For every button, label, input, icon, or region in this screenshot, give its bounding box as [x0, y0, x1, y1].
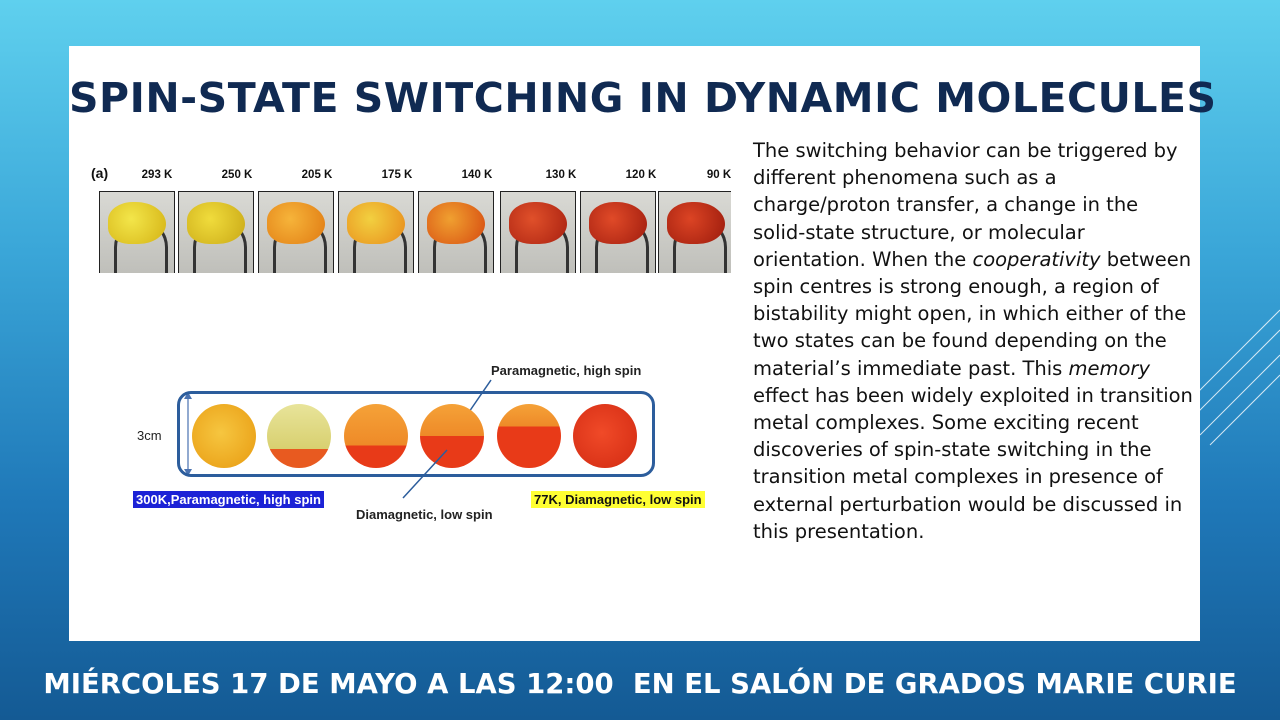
decorative-lines — [1190, 309, 1280, 446]
temp-label: 140 K — [461, 169, 493, 181]
crystal-photo — [418, 191, 494, 273]
crystal-photo — [658, 191, 731, 273]
body-text-part: effect has been widely exploited in tran… — [753, 383, 1193, 543]
crystal-photo — [338, 191, 414, 273]
temp-label: 293 K — [141, 169, 173, 181]
sample-disk — [192, 404, 256, 468]
sample-disk — [573, 404, 637, 468]
crystal-photo — [99, 191, 175, 273]
sample-disk — [497, 404, 561, 468]
body-text-part: between spin centres is strong enough, a… — [753, 247, 1192, 380]
crystal-photo — [580, 191, 656, 273]
sample-disk — [267, 404, 331, 468]
temp-label: 120 K — [625, 169, 657, 181]
temp-label: 205 K — [301, 169, 333, 181]
low-spin-label: Diamagnetic, low spin — [356, 507, 493, 522]
panel-label: (a) — [91, 165, 109, 181]
body-paragraph: The switching behavior can be triggered … — [753, 137, 1193, 545]
temp-label: 175 K — [381, 169, 413, 181]
dimension-label: 3cm — [137, 428, 162, 443]
legend-high-spin: 300K,Paramagnetic, high spin — [133, 491, 324, 508]
sample-disk — [420, 404, 484, 468]
body-emphasis: memory — [1068, 356, 1150, 380]
crystal-photo — [500, 191, 576, 273]
temp-label: 250 K — [221, 169, 253, 181]
high-spin-arrow — [468, 379, 492, 413]
low-spin-arrow — [402, 449, 448, 499]
sample-panel — [177, 391, 655, 477]
crystal-photo — [178, 191, 254, 273]
event-footer: MIÉRCOLES 17 DE MAYO A LAS 12:00 EN EL S… — [43, 668, 1237, 700]
body-emphasis: cooperativity — [972, 247, 1101, 271]
temperature-photo-strip: (a) 293 K 250 K 205 K 175 K 140 K 130 K … — [91, 161, 731, 273]
crystal-photo — [258, 191, 334, 273]
body-text-part: The switching behavior can be triggered … — [753, 139, 1178, 271]
slide-content: SPIN-STATE SWITCHING IN DYNAMIC MOLECULE… — [69, 46, 1217, 641]
legend-low-spin: 77K, Diamagnetic, low spin — [531, 491, 705, 508]
temp-label: 130 K — [545, 169, 577, 181]
slide-title: SPIN-STATE SWITCHING IN DYNAMIC MOLECULE… — [69, 74, 1217, 122]
temp-label: 90 K — [706, 169, 731, 181]
high-spin-label: Paramagnetic, high spin — [491, 363, 642, 378]
sample-disk — [344, 404, 408, 468]
